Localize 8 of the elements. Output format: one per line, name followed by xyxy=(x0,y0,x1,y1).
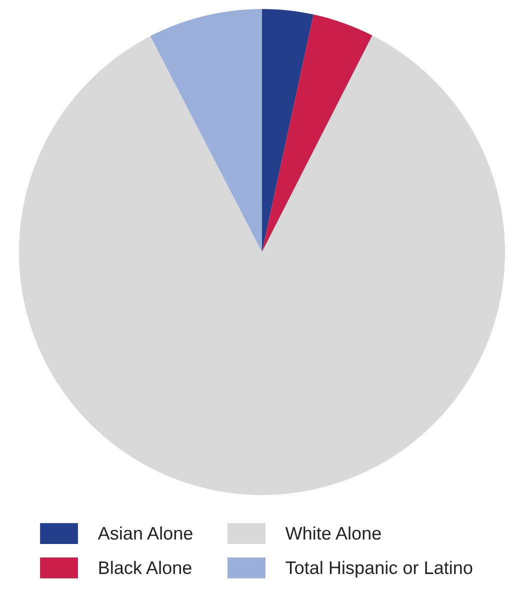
legend-label: White Alone xyxy=(285,526,381,540)
legend-label: Asian Alone xyxy=(98,526,192,540)
legend-label: Total Hispanic or Latino xyxy=(286,560,472,578)
pie-slice xyxy=(150,9,262,252)
pie-slice xyxy=(19,35,505,495)
pie-slice xyxy=(262,14,372,252)
legend-label: Black Alone xyxy=(99,560,192,574)
pie-slice xyxy=(262,9,314,252)
